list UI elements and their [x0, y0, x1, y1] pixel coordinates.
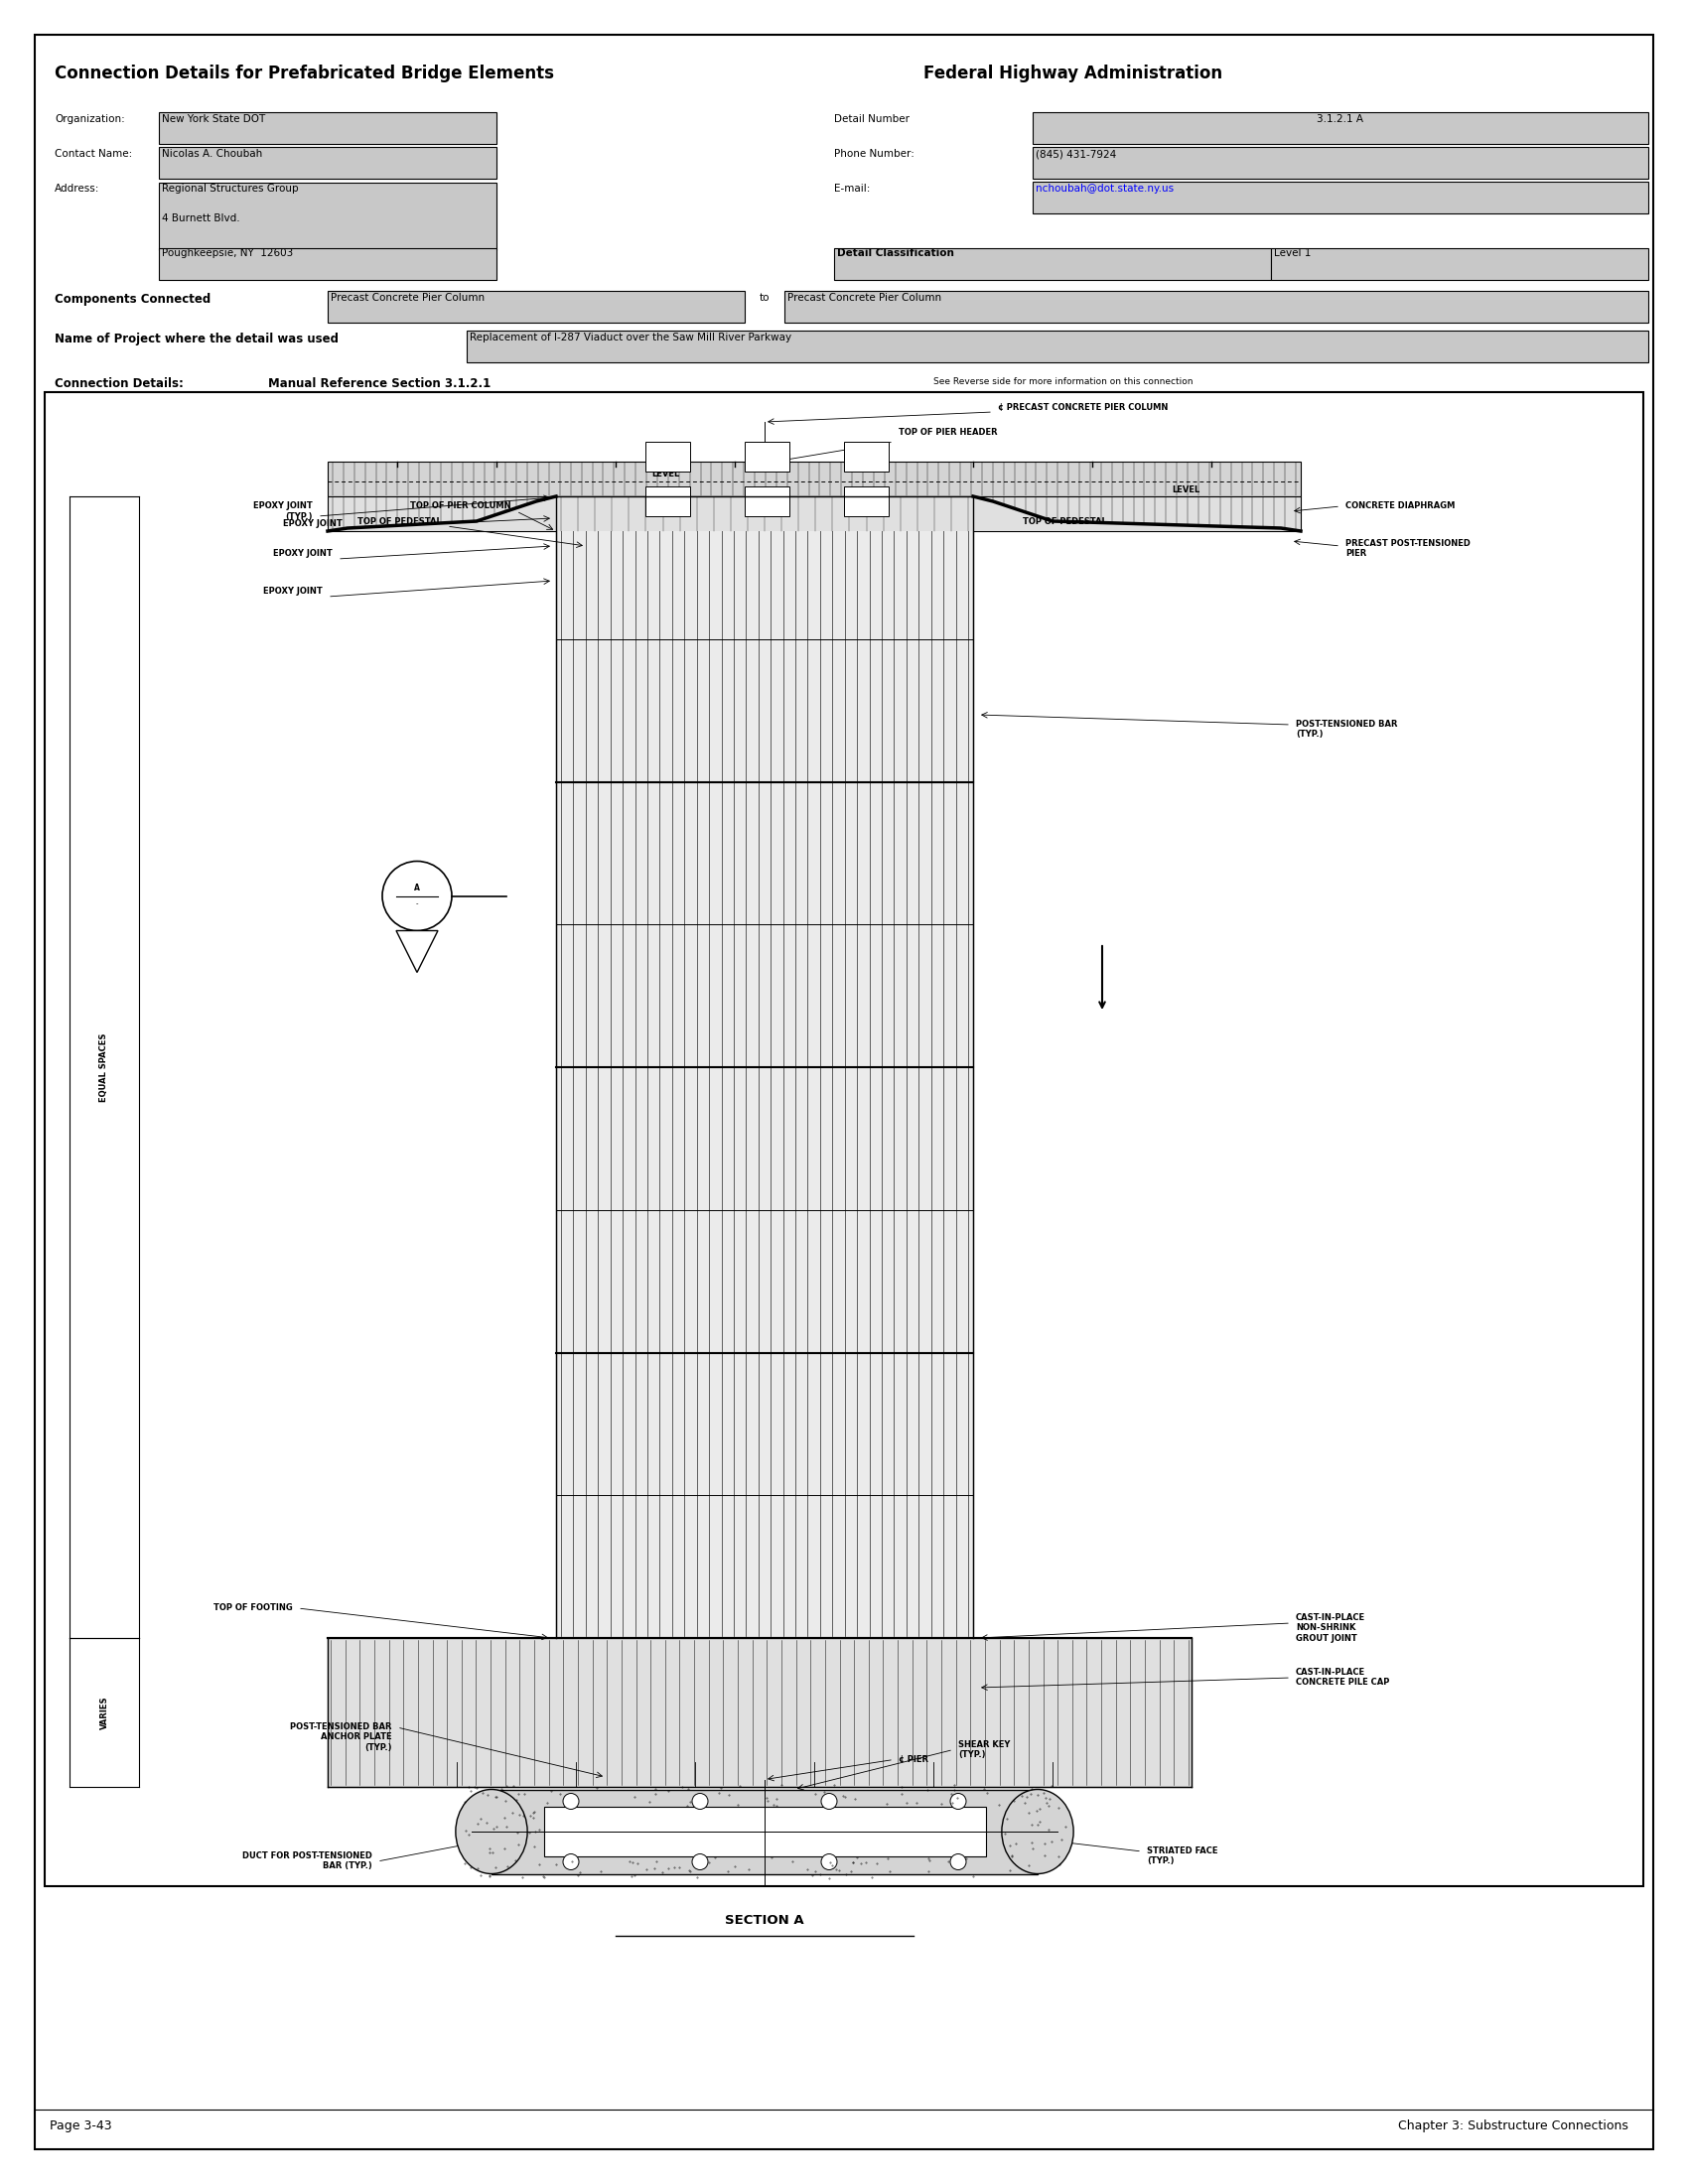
Text: 3.1.2.1 A: 3.1.2.1 A	[1317, 114, 1364, 124]
Text: E-mail:: E-mail:	[834, 183, 871, 194]
Polygon shape	[397, 930, 437, 972]
Text: ¢ PRECAST CONCRETE PIER COLUMN: ¢ PRECAST CONCRETE PIER COLUMN	[998, 402, 1168, 411]
Text: CAST-IN-PLACE
NON-SHRINK
GROUT JOINT: CAST-IN-PLACE NON-SHRINK GROUT JOINT	[1296, 1614, 1366, 1642]
Bar	[834, 249, 1271, 280]
Text: A: A	[414, 885, 420, 893]
Text: Replacement of I-287 Viaduct over the Saw Mill River Parkway: Replacement of I-287 Viaduct over the Sa…	[469, 332, 792, 343]
Text: Level 1: Level 1	[1274, 249, 1312, 258]
Circle shape	[950, 1793, 966, 1808]
Text: Connection Details for Prefabricated Bridge Elements: Connection Details for Prefabricated Bri…	[54, 66, 554, 83]
Bar	[44, 393, 1644, 1887]
Text: Nicolas A. Choubah: Nicolas A. Choubah	[162, 149, 262, 159]
Text: Organization:: Organization:	[54, 114, 125, 124]
Bar	[159, 183, 496, 251]
Text: New York State DOT: New York State DOT	[162, 114, 265, 124]
Circle shape	[820, 1793, 837, 1808]
Circle shape	[564, 1793, 579, 1808]
Text: Regional Structures Group: Regional Structures Group	[162, 183, 299, 194]
Bar	[544, 1806, 986, 1856]
Bar	[327, 496, 1301, 531]
Text: Chapter 3: Substructure Connections: Chapter 3: Substructure Connections	[1398, 2118, 1629, 2132]
Text: TOP OF PEDESTAL: TOP OF PEDESTAL	[358, 518, 442, 526]
Text: CAST-IN-PLACE
CONCRETE PILE CAP: CAST-IN-PLACE CONCRETE PILE CAP	[1296, 1669, 1389, 1686]
Text: TOP OF PEDESTAL: TOP OF PEDESTAL	[1023, 518, 1107, 526]
Text: Address:: Address:	[54, 183, 100, 194]
Text: POST-TENSIONED BAR
(TYP.): POST-TENSIONED BAR (TYP.)	[1296, 721, 1398, 738]
Bar	[327, 461, 1301, 496]
Text: CONCRETE DIAPHRAGM: CONCRETE DIAPHRAGM	[1345, 502, 1455, 511]
Bar	[844, 487, 888, 515]
Text: EPOXY JOINT: EPOXY JOINT	[273, 550, 333, 559]
Bar	[159, 146, 496, 179]
Bar	[1033, 181, 1647, 214]
Circle shape	[692, 1793, 707, 1808]
Bar	[466, 330, 1647, 363]
Text: ELEVATION: ELEVATION	[724, 1826, 805, 1839]
Bar	[645, 441, 690, 472]
Text: Detail Classification: Detail Classification	[837, 249, 954, 258]
Text: LEVEL: LEVEL	[1171, 485, 1200, 494]
Circle shape	[820, 1854, 837, 1870]
Text: EPOXY JOINT: EPOXY JOINT	[284, 520, 343, 529]
Text: ¢ PIER: ¢ PIER	[898, 1754, 928, 1765]
Text: EPOXY JOINT: EPOXY JOINT	[263, 587, 322, 596]
Text: Page 3-43: Page 3-43	[49, 2118, 111, 2132]
Text: Detail Number: Detail Number	[834, 114, 910, 124]
Polygon shape	[327, 496, 1301, 531]
Bar	[327, 1638, 1192, 1787]
Text: TOP OF PIER HEADER: TOP OF PIER HEADER	[898, 428, 998, 437]
Bar	[1033, 111, 1647, 144]
Bar	[744, 487, 790, 515]
Text: SECTION A: SECTION A	[726, 1913, 803, 1926]
Circle shape	[692, 1854, 707, 1870]
Ellipse shape	[1001, 1789, 1074, 1874]
Bar	[645, 487, 690, 515]
Text: 4 Burnett Blvd.: 4 Burnett Blvd.	[162, 214, 240, 223]
Bar	[327, 290, 744, 323]
Text: -: -	[415, 900, 419, 906]
Text: STRIATED FACE
(TYP.): STRIATED FACE (TYP.)	[1146, 1845, 1217, 1865]
Bar	[491, 1789, 1038, 1874]
Bar	[744, 441, 790, 472]
Circle shape	[950, 1854, 966, 1870]
Ellipse shape	[456, 1789, 527, 1874]
Text: Precast Concrete Pier Column: Precast Concrete Pier Column	[331, 293, 484, 304]
Text: Name of Project where the detail was used: Name of Project where the detail was use…	[54, 332, 339, 345]
Bar	[1033, 146, 1647, 179]
Text: SHEAR KEY
(TYP.): SHEAR KEY (TYP.)	[959, 1741, 1009, 1758]
Text: nchoubah@dot.state.ny.us: nchoubah@dot.state.ny.us	[1036, 183, 1173, 194]
Text: LEVEL: LEVEL	[652, 470, 679, 478]
Text: TOP OF FOOTING: TOP OF FOOTING	[214, 1603, 294, 1612]
Bar	[159, 249, 496, 280]
Text: Precast Concrete Pier Column: Precast Concrete Pier Column	[787, 293, 942, 304]
Text: EQUAL SPACES: EQUAL SPACES	[100, 1033, 108, 1101]
Bar	[586, 531, 944, 557]
Text: PRECAST POST-TENSIONED
PIER: PRECAST POST-TENSIONED PIER	[1345, 539, 1470, 559]
Text: EPOXY JOINT
(TYP.): EPOXY JOINT (TYP.)	[253, 502, 312, 522]
Text: ¢ PIER: ¢ PIER	[898, 1821, 928, 1830]
Text: (845) 431-7924: (845) 431-7924	[1036, 149, 1116, 159]
Text: Poughkeepsie, NY  12603: Poughkeepsie, NY 12603	[162, 249, 294, 258]
Bar	[844, 441, 888, 472]
Text: to: to	[760, 293, 770, 304]
Text: POST-TENSIONED BAR
ANCHOR PLATE
(TYP.): POST-TENSIONED BAR ANCHOR PLATE (TYP.)	[290, 1723, 392, 1752]
Circle shape	[381, 860, 452, 930]
Text: VARIES: VARIES	[100, 1695, 108, 1730]
Text: See Reverse side for more information on this connection: See Reverse side for more information on…	[933, 378, 1193, 387]
Text: DUCT FOR POST-TENSIONED
BAR (TYP.): DUCT FOR POST-TENSIONED BAR (TYP.)	[243, 1852, 373, 1872]
Circle shape	[564, 1854, 579, 1870]
Text: TOP OF PIER COLUMN: TOP OF PIER COLUMN	[410, 502, 511, 511]
Bar	[159, 111, 496, 144]
Text: Phone Number:: Phone Number:	[834, 149, 915, 159]
Text: Manual Reference Section 3.1.2.1: Manual Reference Section 3.1.2.1	[268, 378, 491, 391]
Text: Federal Highway Administration: Federal Highway Administration	[923, 66, 1222, 83]
Text: Components Connected: Components Connected	[54, 293, 211, 306]
Text: Connection Details:: Connection Details:	[54, 378, 184, 391]
Text: Contact Name:: Contact Name:	[54, 149, 132, 159]
Bar	[555, 496, 972, 1638]
Bar	[1271, 249, 1647, 280]
Bar	[785, 290, 1647, 323]
